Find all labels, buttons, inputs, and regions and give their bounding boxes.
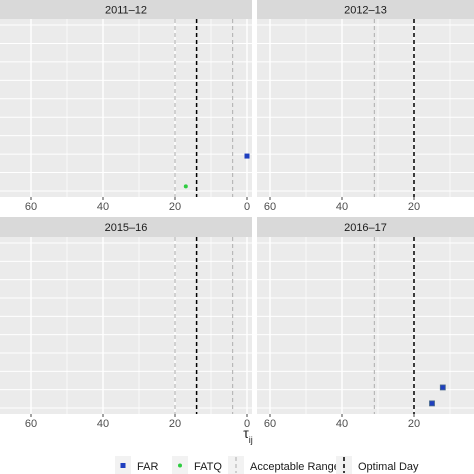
x-tick-label: 60 bbox=[25, 418, 37, 430]
facet-title: 2016–17 bbox=[344, 222, 387, 234]
x-tick-label: 40 bbox=[97, 201, 109, 213]
legend-key-fatq bbox=[178, 463, 182, 468]
facet-strip bbox=[0, 0, 252, 19]
x-tick-label: 60 bbox=[264, 418, 276, 430]
facet-strip bbox=[257, 217, 474, 237]
x-axis-title: τij bbox=[243, 425, 253, 445]
panel-background bbox=[257, 19, 474, 197]
legend-label: FATQ bbox=[194, 461, 222, 473]
x-tick-label: 20 bbox=[169, 418, 181, 430]
facet-strip bbox=[257, 0, 474, 19]
x-tick-label: 40 bbox=[97, 418, 109, 430]
x-tick-label: 40 bbox=[336, 201, 348, 213]
legend: FAR FATQ Acceptable Range Optimal Day bbox=[115, 456, 419, 474]
x-tick-label: 40 bbox=[336, 418, 348, 430]
legend-item: FATQ bbox=[172, 456, 222, 474]
data-point-far bbox=[244, 153, 250, 159]
data-point-far bbox=[429, 400, 435, 407]
panel-background bbox=[0, 19, 252, 197]
facet-panel: 2012–13 60 40 20 bbox=[257, 0, 474, 213]
x-axis-title-sub: ij bbox=[249, 435, 253, 445]
panel-background bbox=[257, 237, 474, 414]
panel-background bbox=[0, 237, 252, 414]
x-tick-label: 0 bbox=[244, 418, 250, 430]
legend-label: Acceptable Range bbox=[250, 461, 340, 473]
legend-item: FAR bbox=[115, 456, 158, 474]
facet-strip bbox=[0, 217, 252, 237]
facet-panel: 2011–12 60 40 20 0 bbox=[0, 0, 252, 213]
legend-label: Optimal Day bbox=[358, 461, 419, 473]
legend-label: FAR bbox=[137, 461, 158, 473]
facet-title: 2011–12 bbox=[105, 5, 147, 17]
facet-title: 2012–13 bbox=[344, 5, 387, 17]
data-point-far bbox=[439, 384, 446, 391]
x-tick-label: 20 bbox=[169, 201, 181, 213]
x-tick-label: 20 bbox=[408, 201, 420, 213]
x-tick-label: 60 bbox=[25, 201, 37, 213]
facet-panel: 2015–16 60 40 20 0 bbox=[0, 217, 252, 430]
facet-panel: 2016–17 60 40 20 bbox=[257, 217, 474, 430]
legend-item: Optimal Day bbox=[336, 456, 419, 474]
facet-title: 2015–16 bbox=[105, 222, 148, 234]
x-axis-title-main: τ bbox=[243, 425, 249, 441]
legend-key-far bbox=[120, 463, 126, 468]
data-point-fatq bbox=[183, 184, 188, 189]
legend-item: Acceptable Range bbox=[228, 456, 340, 474]
x-tick-label: 60 bbox=[264, 201, 276, 213]
x-tick-label: 0 bbox=[244, 201, 250, 213]
x-tick-label: 20 bbox=[408, 418, 420, 430]
